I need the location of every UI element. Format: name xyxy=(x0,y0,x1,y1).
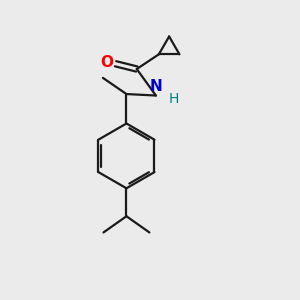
Text: N: N xyxy=(149,79,162,94)
Text: H: H xyxy=(168,92,178,106)
Text: O: O xyxy=(100,55,113,70)
